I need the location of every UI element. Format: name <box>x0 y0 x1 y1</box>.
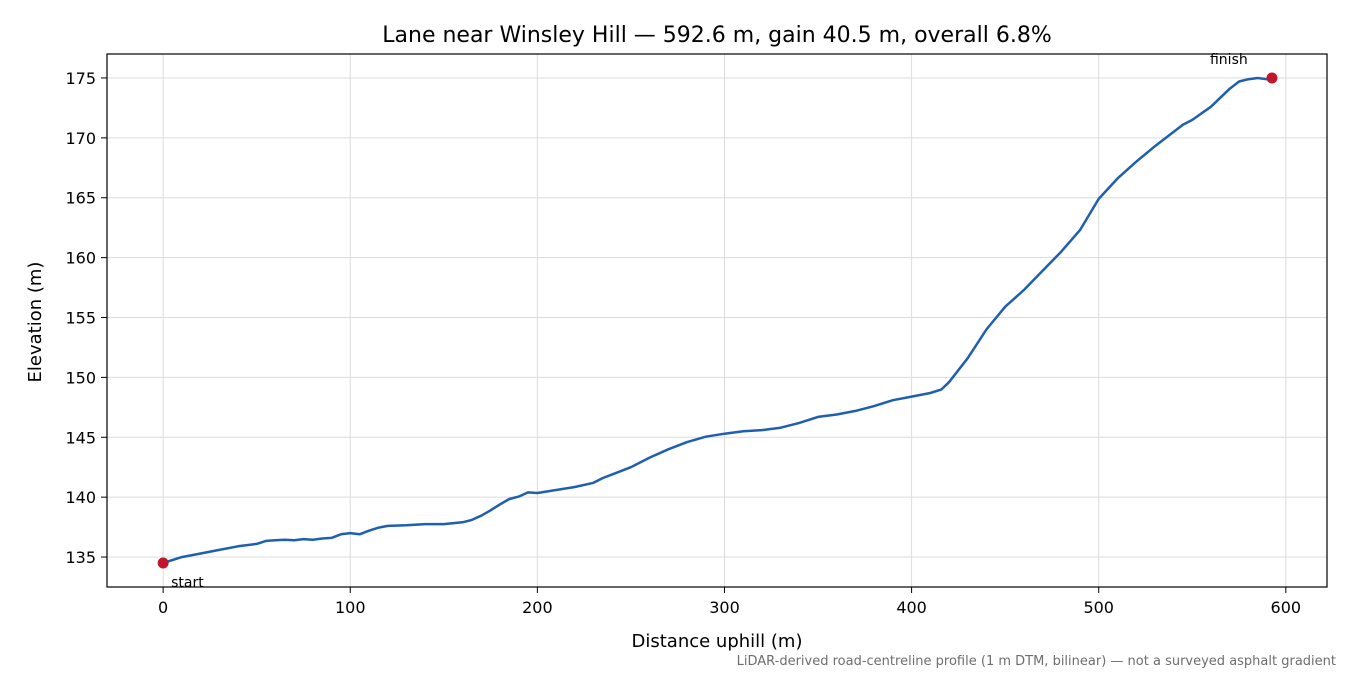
y-tick-label: 175 <box>65 69 96 88</box>
finish-marker <box>1266 72 1278 84</box>
x-tick-label: 100 <box>335 598 366 617</box>
footnote: LiDAR-derived road-centreline profile (1… <box>737 654 1336 669</box>
y-axis-ticks: 135 140 145 150 155 160 165 170 175 <box>65 69 107 567</box>
y-tick-label: 150 <box>65 368 96 387</box>
start-label: start <box>171 575 204 591</box>
elevation-series-line <box>162 76 1273 565</box>
x-tick-label: 300 <box>709 598 740 617</box>
x-tick-label: 500 <box>1083 598 1114 617</box>
y-tick-label: 165 <box>65 189 96 208</box>
y-tick-label: 170 <box>65 129 96 148</box>
x-tick-label: 200 <box>522 598 553 617</box>
y-axis-label: Elevation (m) <box>25 262 46 383</box>
x-tick-label: 400 <box>896 598 927 617</box>
y-tick-label: 135 <box>65 548 96 567</box>
y-tick-label: 160 <box>65 249 96 268</box>
x-tick-label: 600 <box>1271 598 1302 617</box>
y-tick-label: 155 <box>65 309 96 328</box>
x-tick-label: 0 <box>158 598 168 617</box>
x-axis-ticks: 0 100 200 300 400 500 600 <box>158 587 1301 617</box>
chart-title: Lane near Winsley Hill — 592.6 m, gain 4… <box>382 23 1051 48</box>
x-axis-label: Distance uphill (m) <box>632 631 803 652</box>
y-tick-label: 140 <box>65 488 96 507</box>
finish-label: finish <box>1210 52 1248 68</box>
gridlines <box>107 54 1327 587</box>
y-tick-label: 145 <box>65 428 96 447</box>
start-marker <box>157 557 169 569</box>
plot-frame <box>106 53 1328 588</box>
